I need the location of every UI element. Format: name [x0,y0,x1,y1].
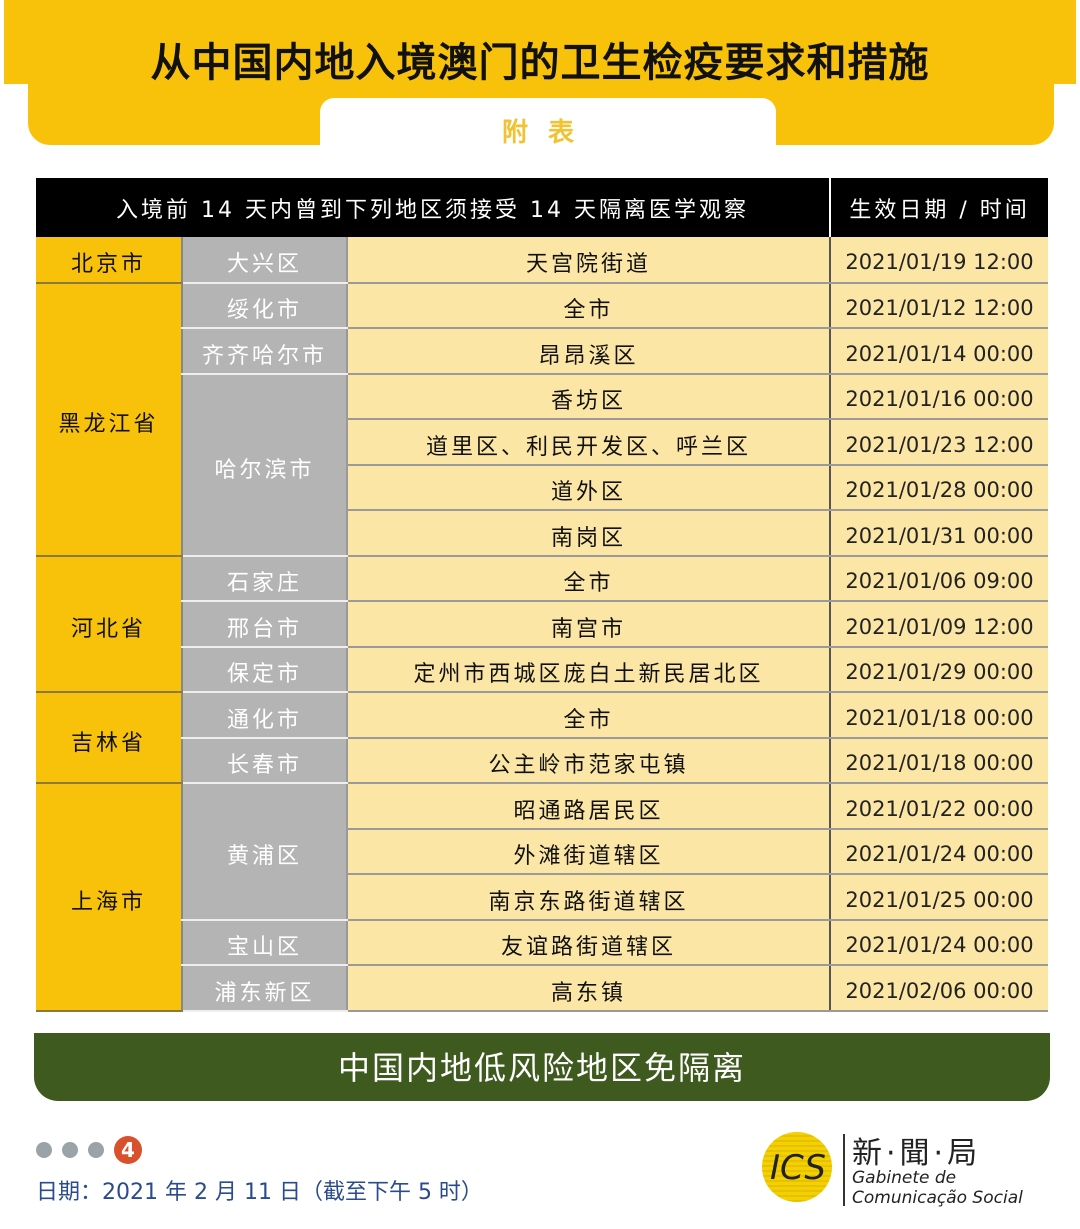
date-cell: 2021/01/24 00:00 [829,919,1049,966]
city-cell: 石家庄 [181,555,347,602]
area-cell: 公主岭市范家屯镇 [345,737,831,784]
province-cell: 黑龙江省 [36,282,182,557]
table-row: 道外区 2021/01/28 00:00 [36,464,1049,511]
date-cell: 2021/01/28 00:00 [829,464,1049,511]
city-cell: 宝山区 [181,919,347,966]
area-cell: 全市 [345,555,831,602]
date-line: 日期：2021 年 2 月 11 日（截至下午 5 时） [36,1180,483,1205]
city-cell: 邢台市 [181,601,347,648]
area-cell: 天宫院街道 [345,237,831,284]
table-row: 吉林省 通化市 全市 2021/01/18 00:00 [36,692,1049,784]
province-cell: 吉林省 [36,692,182,784]
table-row: 长春市 公主岭市范家屯镇 2021/01/18 00:00 [36,737,1049,784]
table-row: 黑龙江省 绥化市 全市 2021/01/12 12:00 [36,282,1049,557]
date-cell: 2021/01/12 12:00 [829,282,1049,329]
gcs-logo: ICS 新·聞·局 Gabinete de Comunicação Social [740,1128,1070,1213]
logo-circle [762,1132,832,1202]
low-risk-banner: 中国内地低风险地区免隔离 [34,1033,1050,1101]
area-cell: 定州市西城区庞白土新民居北区 [345,646,831,693]
date-cell: 2021/01/24 00:00 [829,828,1049,875]
table-row: 保定市 定州市西城区庞白土新民居北区 2021/01/29 00:00 [36,646,1049,693]
table-row: 南京东路街道辖区 2021/01/25 00:00 [36,874,1049,921]
table-row: 外滩街道辖区 2021/01/24 00:00 [36,828,1049,875]
table-row: 浦东新区 高东镇 2021/02/06 00:00 [36,965,1049,1012]
province-cell: 北京市 [36,237,182,284]
city-cell: 长春市 [181,737,347,784]
area-cell: 外滩街道辖区 [345,828,831,875]
city-cell: 大兴区 [181,237,347,284]
logo-pt1: Gabinete de [852,1168,957,1188]
date-cell: 2021/01/14 00:00 [829,328,1049,375]
area-cell: 全市 [345,282,831,329]
area-cell: 友谊路街道辖区 [345,919,831,966]
subtitle-tab: 附表 [320,98,776,150]
page-dot[interactable] [88,1142,104,1158]
date-cell: 2021/01/18 00:00 [829,737,1049,784]
city-cell: 浦东新区 [181,965,347,1012]
area-cell: 道里区、利民开发区、呼兰区 [345,419,831,466]
pager: 4 [36,1136,142,1164]
date-cell: 2021/01/23 12:00 [829,419,1049,466]
date-cell: 2021/01/31 00:00 [829,510,1049,557]
date-cell: 2021/01/06 09:00 [829,555,1049,602]
city-cell: 绥化市 [181,282,347,329]
table-row: 哈尔滨市 香坊区 2021/01/16 00:00 [36,373,1049,557]
logo-divider [843,1134,845,1206]
date-cell: 2021/01/16 00:00 [829,373,1049,420]
logo-abbr: ICS [770,1148,826,1188]
area-cell: 昭通路居民区 [345,783,831,830]
area-cell: 昂昂溪区 [345,328,831,375]
date-cell: 2021/01/09 12:00 [829,601,1049,648]
city-cell: 哈尔滨市 [181,373,347,557]
area-cell: 南京东路街道辖区 [345,874,831,921]
area-cell: 南岗区 [345,510,831,557]
city-cell: 保定市 [181,646,347,693]
date-cell: 2021/01/25 00:00 [829,874,1049,921]
date-cell: 2021/01/22 00:00 [829,783,1049,830]
province-cell: 河北省 [36,555,182,693]
city-cell: 通化市 [181,692,347,739]
province-cell: 上海市 [36,783,182,1012]
area-cell: 道外区 [345,464,831,511]
area-cell: 南宫市 [345,601,831,648]
table-row: 齐齐哈尔市 昂昂溪区 2021/01/14 00:00 [36,328,1049,375]
area-cell: 香坊区 [345,373,831,420]
page-title: 从中国内地入境澳门的卫生检疫要求和措施 [150,40,930,86]
quarantine-table: 入境前 14 天内曾到下列地区须接受 14 天隔离医学观察 生效日期 / 时间 … [36,178,1049,1012]
date-cell: 2021/01/18 00:00 [829,692,1049,739]
table-row: 北京市 大兴区 天宫院街道 2021/01/19 12:00 [36,237,1049,284]
page-dot[interactable] [36,1142,52,1158]
area-cell: 全市 [345,692,831,739]
page-dot[interactable] [62,1142,78,1158]
logo-pt2: Comunicação Social [852,1188,1023,1208]
date-cell: 2021/02/06 00:00 [829,965,1049,1012]
table-row: 道里区、利民开发区、呼兰区 2021/01/23 12:00 [36,419,1049,466]
table-row: 宝山区 友谊路街道辖区 2021/01/24 00:00 [36,919,1049,966]
header-regions: 入境前 14 天内曾到下列地区须接受 14 天隔离医学观察 [36,178,831,237]
table-row: 南岗区 2021/01/31 00:00 [36,510,1049,557]
logo-zh: 新·聞·局 [852,1136,982,1171]
header-date: 生效日期 / 时间 [829,178,1049,237]
date-cell: 2021/01/29 00:00 [829,646,1049,693]
city-cell: 黄浦区 [181,783,347,921]
table-row: 邢台市 南宫市 2021/01/09 12:00 [36,601,1049,648]
area-cell: 高东镇 [345,965,831,1012]
date-cell: 2021/01/19 12:00 [829,237,1049,284]
table-row: 上海市 黄浦区 昭通路居民区 2021/01/22 00:00 [36,783,1049,1012]
city-cell: 齐齐哈尔市 [181,328,347,375]
current-page-badge[interactable]: 4 [114,1136,142,1164]
table-row: 河北省 石家庄 全市 2021/01/06 09:00 [36,555,1049,693]
